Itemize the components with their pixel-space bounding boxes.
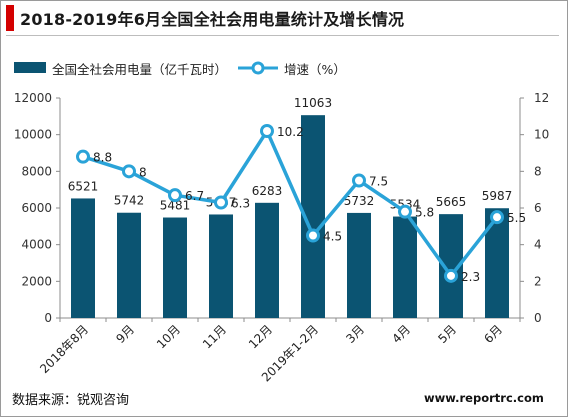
growth-point: [306, 228, 320, 243]
bar: [393, 216, 417, 318]
y-left-tick-label: 12000: [14, 91, 52, 105]
x-tick-label: 10月: [154, 322, 183, 351]
growth-value-label: 7.5: [369, 175, 388, 189]
chart-title: 2018-2019年6月全国全社会用电量统计及增长情况: [20, 10, 405, 29]
x-tick-label: 9月: [113, 322, 137, 346]
growth-point: [168, 188, 182, 203]
growth-value-label: 10.2: [277, 125, 304, 139]
y-right-tick-label: 12: [534, 91, 549, 105]
x-tick-label: 11月: [200, 322, 229, 351]
y-left-tick-label: 8000: [21, 164, 52, 178]
x-tick-label: 5月: [435, 322, 459, 346]
growth-value-label: 8.8: [93, 151, 112, 165]
bar: [347, 212, 371, 318]
y-right-tick-label: 6: [534, 201, 542, 215]
y-right-tick-label: 4: [534, 238, 542, 252]
growth-value-label: 4.5: [323, 230, 342, 244]
growth-value-label: 6.3: [231, 197, 250, 211]
growth-point: [444, 268, 458, 283]
x-tick-label: 12月: [246, 322, 275, 351]
x-tick-label: 6月: [481, 322, 505, 346]
y-left-tick-label: 6000: [21, 201, 52, 215]
growth-point: [490, 210, 504, 225]
bar-value-label: 11063: [294, 96, 332, 110]
data-source: 数据来源：锐观咨询: [12, 393, 130, 408]
growth-value-label: 2.3: [461, 270, 480, 284]
title-accent-bar: [6, 5, 14, 31]
y-right-tick-label: 2: [534, 274, 542, 288]
bar: [71, 198, 95, 318]
x-tick-label: 2018年8月: [37, 322, 91, 376]
y-left-tick-label: 2000: [21, 274, 52, 288]
growth-point: [122, 164, 136, 179]
y-left-tick-label: 0: [44, 311, 52, 325]
y-right-tick-label: 8: [534, 164, 542, 178]
bar: [485, 208, 509, 318]
growth-line: [82, 129, 499, 278]
x-tick-label: 3月: [343, 322, 367, 346]
growth-value-label: 8: [139, 165, 147, 179]
legend-bar-label: 全国全社会用电量（亿千瓦时）: [52, 62, 228, 77]
growth-point: [352, 173, 366, 188]
growth-value-label: 5.5: [507, 211, 526, 225]
y-right-tick-label: 0: [534, 311, 542, 325]
bar: [209, 214, 233, 318]
growth-value-label: 6.7: [185, 189, 204, 203]
bar: [163, 217, 187, 318]
bar-value-label: 5987: [482, 189, 513, 203]
bar-value-label: 5742: [114, 194, 145, 208]
y-left-tick-label: 4000: [21, 238, 52, 252]
growth-point: [214, 195, 228, 210]
bar-value-label: 5481: [160, 199, 191, 213]
bar: [255, 202, 279, 318]
bar-value-label: 6521: [68, 179, 99, 193]
title-divider: [6, 35, 559, 36]
legend-line-label: 增速（%）: [284, 62, 346, 77]
growth-point: [398, 204, 412, 219]
x-tick-label: 4月: [389, 322, 413, 346]
growth-point: [260, 124, 274, 138]
bar: [117, 212, 141, 318]
bar-value-label: 6283: [252, 184, 283, 198]
legend-bar-swatch: [14, 62, 46, 73]
bar-value-label: 5665: [436, 195, 467, 209]
y-left-tick-label: 10000: [14, 128, 52, 142]
legend-line-swatch: [238, 61, 278, 75]
growth-point: [76, 149, 90, 164]
growth-value-label: 5.8: [415, 206, 434, 220]
bar-value-label: 5732: [344, 194, 375, 208]
watermark-url: www.reportrc.com: [424, 391, 544, 405]
y-right-tick-label: 10: [534, 128, 549, 142]
